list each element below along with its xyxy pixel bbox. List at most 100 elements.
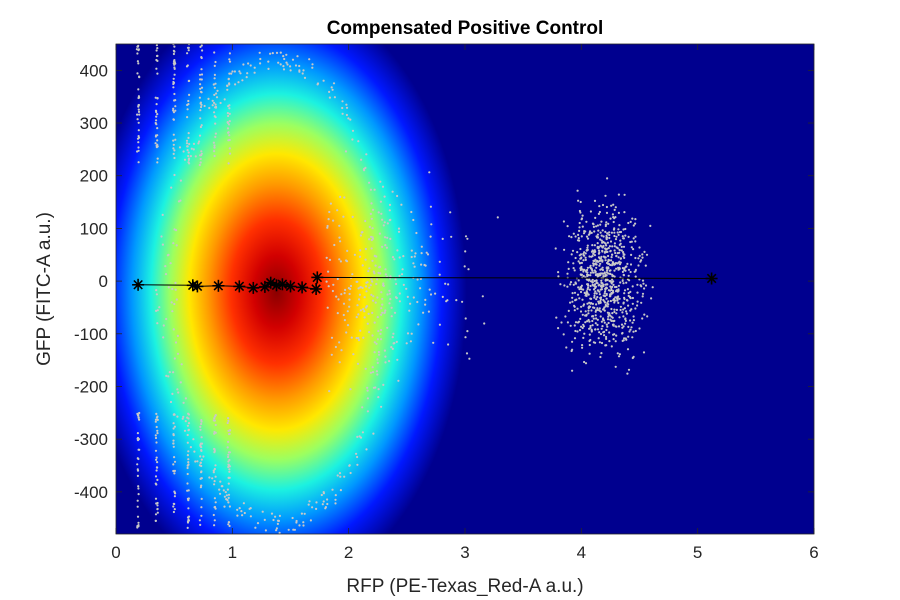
outlier-point — [155, 412, 158, 415]
outlier-point — [624, 322, 627, 325]
outlier-point — [343, 196, 346, 199]
outlier-point — [386, 293, 389, 296]
outlier-point — [227, 114, 230, 118]
outlier-point — [557, 271, 560, 274]
outlier-point — [326, 226, 329, 229]
outlier-point — [330, 336, 334, 339]
outlier-point — [627, 221, 630, 225]
outlier-point — [617, 355, 621, 358]
outlier-point — [611, 213, 615, 216]
outlier-point — [358, 298, 361, 301]
outlier-point — [593, 294, 596, 297]
outlier-point — [600, 327, 603, 330]
series-marker — [311, 271, 324, 284]
outlier-point — [610, 264, 614, 267]
outlier-point — [213, 430, 216, 434]
outlier-point — [573, 304, 576, 307]
outlier-point — [345, 113, 348, 117]
outlier-point — [602, 244, 605, 248]
outlier-point — [461, 300, 464, 303]
outlier-point — [588, 288, 591, 291]
outlier-point — [199, 102, 202, 105]
outlier-point — [164, 265, 167, 268]
outlier-point — [595, 281, 598, 285]
outlier-point — [302, 524, 305, 527]
outlier-point — [334, 498, 337, 501]
outlier-point — [379, 200, 382, 203]
outlier-point — [348, 298, 351, 301]
outlier-point — [172, 371, 175, 374]
outlier-point — [641, 253, 644, 256]
outlier-point — [136, 118, 139, 121]
outlier-point — [137, 129, 140, 132]
outlier-point — [598, 205, 601, 208]
outlier-point — [643, 313, 646, 316]
outlier-point — [172, 413, 175, 416]
outlier-point — [365, 448, 368, 451]
outlier-point — [228, 120, 231, 123]
outlier-point — [588, 255, 591, 258]
outlier-point — [172, 109, 175, 112]
outlier-point — [224, 491, 227, 494]
outlier-point — [155, 144, 158, 147]
outlier-point — [579, 257, 583, 260]
outlier-point — [173, 45, 176, 48]
outlier-point — [137, 95, 140, 98]
outlier-point — [200, 86, 204, 89]
outlier-point — [576, 330, 579, 333]
outlier-point — [172, 118, 175, 121]
outlier-point — [334, 494, 337, 497]
outlier-point — [601, 203, 605, 207]
outlier-point — [156, 511, 159, 514]
outlier-point — [136, 469, 140, 472]
outlier-point — [634, 329, 637, 333]
outlier-point — [226, 121, 229, 124]
outlier-point — [137, 110, 141, 113]
outlier-point — [587, 293, 590, 296]
outlier-point — [605, 304, 608, 307]
outlier-point — [332, 219, 335, 222]
outlier-point — [376, 373, 379, 376]
outlier-point — [391, 347, 394, 350]
outlier-point — [282, 55, 285, 58]
outlier-point — [613, 301, 616, 304]
outlier-point — [199, 78, 202, 81]
outlier-point — [627, 294, 630, 297]
outlier-point — [628, 279, 631, 282]
outlier-point — [334, 345, 337, 349]
outlier-point — [186, 433, 189, 437]
outlier-point — [600, 286, 603, 289]
outlier-point — [172, 86, 175, 89]
outlier-point — [571, 249, 575, 252]
outlier-point — [638, 246, 641, 249]
outlier-point — [600, 284, 603, 287]
outlier-point — [213, 447, 216, 451]
outlier-point — [172, 328, 175, 331]
outlier-point — [600, 279, 603, 282]
outlier-point — [390, 315, 393, 318]
outlier-point — [595, 298, 598, 301]
outlier-point — [592, 252, 595, 255]
outlier-point — [396, 249, 399, 252]
outlier-point — [604, 344, 607, 347]
outlier-point — [350, 336, 353, 339]
outlier-point — [393, 342, 396, 345]
outlier-point — [585, 249, 588, 252]
outlier-point — [381, 218, 384, 221]
outlier-point — [616, 247, 619, 250]
outlier-point — [592, 264, 595, 267]
outlier-point — [594, 328, 597, 331]
outlier-point — [605, 328, 608, 332]
outlier-point — [308, 500, 311, 503]
y-tick-label: 0 — [99, 272, 108, 291]
outlier-point — [573, 324, 576, 327]
outlier-point — [598, 259, 601, 263]
outlier-point — [394, 296, 398, 299]
outlier-point — [359, 249, 362, 252]
outlier-point — [576, 293, 580, 296]
outlier-point — [187, 429, 190, 432]
outlier-point — [298, 524, 301, 527]
outlier-point — [154, 482, 157, 485]
outlier-point — [214, 414, 217, 417]
outlier-point — [349, 471, 352, 475]
